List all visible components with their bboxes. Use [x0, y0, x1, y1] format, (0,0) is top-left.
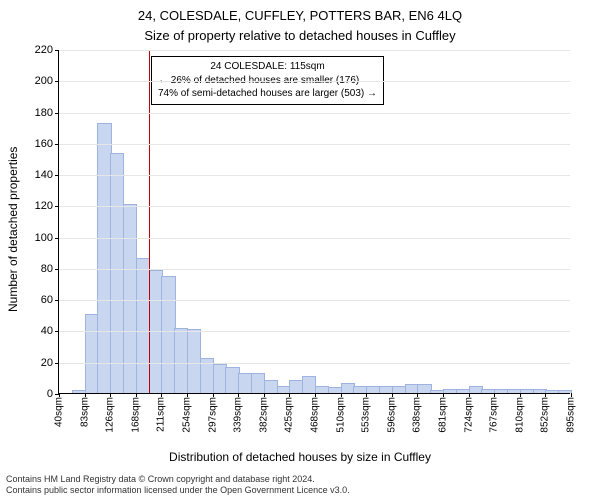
grid-line: [59, 331, 570, 332]
x-tick-label: 297sqm: [207, 397, 218, 433]
grid-line: [59, 206, 570, 207]
grid-line: [59, 81, 570, 82]
y-tick-mark: [55, 81, 59, 82]
annotation-box: 24 COLESDALE: 115sqm ← 26% of detached h…: [151, 56, 384, 105]
annotation-line-2: ← 26% of detached houses are smaller (17…: [158, 74, 377, 88]
x-tick-label: 126sqm: [105, 397, 116, 433]
x-tick-label: 638sqm: [412, 397, 423, 433]
title-line-1: 24, COLESDALE, CUFFLEY, POTTERS BAR, EN6…: [0, 8, 600, 23]
y-tick-label: 40: [41, 325, 53, 337]
x-tick-label: 681sqm: [438, 397, 449, 433]
x-tick-label: 211sqm: [156, 397, 167, 432]
x-tick-label: 852sqm: [540, 397, 551, 433]
x-tick-label: 168sqm: [130, 397, 141, 433]
footer-attribution: Contains HM Land Registry data © Crown c…: [6, 474, 594, 497]
x-tick-label: 895sqm: [566, 397, 577, 433]
x-tick-label: 425sqm: [284, 397, 295, 433]
y-tick-label: 60: [41, 294, 53, 306]
y-tick-mark: [55, 363, 59, 364]
y-tick-label: 200: [35, 75, 53, 87]
grid-line: [59, 50, 570, 51]
y-tick-label: 140: [35, 169, 53, 181]
x-tick-label: 724sqm: [463, 397, 474, 433]
y-tick-label: 220: [35, 44, 53, 56]
x-tick-label: 468sqm: [310, 397, 321, 433]
x-axis-label: Distribution of detached houses by size …: [0, 450, 600, 464]
grid-line: [59, 300, 570, 301]
y-tick-mark: [55, 269, 59, 270]
footer-line-2: Contains public sector information licen…: [6, 485, 594, 496]
y-tick-label: 20: [41, 357, 53, 369]
y-tick-label: 180: [35, 107, 53, 119]
grid-line: [59, 113, 570, 114]
grid-line: [59, 269, 570, 270]
y-tick-mark: [55, 175, 59, 176]
y-tick-label: 100: [35, 232, 53, 244]
title-line-2: Size of property relative to detached ho…: [0, 28, 600, 43]
x-tick-label: 810sqm: [514, 397, 525, 433]
y-tick-mark: [55, 300, 59, 301]
x-tick-label: 553sqm: [361, 397, 372, 433]
x-tick-label: 254sqm: [182, 397, 193, 433]
y-tick-mark: [55, 206, 59, 207]
footer-line-1: Contains HM Land Registry data © Crown c…: [6, 474, 594, 485]
y-tick-mark: [55, 113, 59, 114]
property-marker-line: [149, 50, 150, 393]
y-tick-label: 120: [35, 200, 53, 212]
x-tick-label: 83sqm: [79, 397, 90, 427]
y-tick-mark: [55, 50, 59, 51]
y-tick-label: 0: [47, 388, 53, 400]
grid-line: [59, 363, 570, 364]
grid-line: [59, 144, 570, 145]
x-tick-label: 40sqm: [54, 397, 65, 427]
x-tick-label: 767sqm: [489, 397, 500, 433]
y-axis-label: Number of detached properties: [6, 147, 20, 312]
grid-line: [59, 175, 570, 176]
x-tick-label: 382sqm: [258, 397, 269, 433]
annotation-line-1: 24 COLESDALE: 115sqm: [158, 60, 377, 74]
annotation-line-3: 74% of semi-detached houses are larger (…: [158, 87, 377, 101]
x-tick-label: 596sqm: [386, 397, 397, 433]
y-tick-mark: [55, 238, 59, 239]
x-tick-label: 510sqm: [335, 397, 346, 433]
chart-plot-area: 24 COLESDALE: 115sqm ← 26% of detached h…: [58, 50, 570, 394]
y-tick-mark: [55, 331, 59, 332]
y-tick-mark: [55, 144, 59, 145]
x-tick-label: 339sqm: [233, 397, 244, 433]
grid-line: [59, 238, 570, 239]
y-tick-label: 80: [41, 263, 53, 275]
y-tick-label: 160: [35, 138, 53, 150]
